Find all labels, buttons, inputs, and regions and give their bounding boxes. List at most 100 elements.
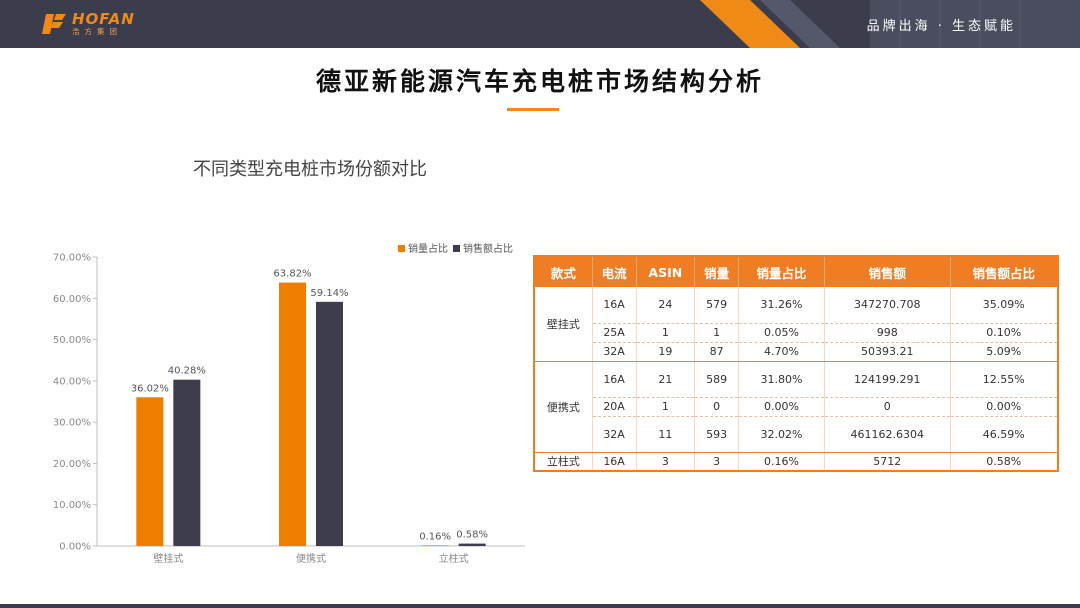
group-cell-pillar: 立柱式 xyxy=(533,452,593,472)
bar-chart: 0.00% 10.00% 20.00% 30.00% 40.00% 50.00% 60.00… xyxy=(53,242,525,565)
table-cell: 50393.21 xyxy=(823,342,951,362)
table-cell: 35.09% xyxy=(949,287,1059,324)
header-current: 电流 xyxy=(591,256,637,287)
table-cell: 124199.291 xyxy=(823,361,951,398)
page-title: 德亚新能源汽车充电桩市场结构分析 xyxy=(315,67,764,96)
table-cell: 16A xyxy=(591,287,637,324)
table-cell: 3 xyxy=(694,452,739,472)
header-revenue-share: 销售额占比 xyxy=(949,256,1059,287)
table-row: 32A 19 87 4.70% 50393.21 5.09% xyxy=(534,342,1059,362)
chart-subtitle: 不同类型充电桩市场份额对比 xyxy=(193,159,427,180)
y-tick-label: 20.00% xyxy=(53,459,91,470)
table-cell: 0 xyxy=(823,397,951,417)
footer-bar xyxy=(0,604,1080,608)
table-cell: 0.10% xyxy=(949,323,1059,343)
header-bar: HOFAN 浩方集团 品牌出海 · 生态赋能 xyxy=(0,0,1080,48)
logo-main-text: HOFAN xyxy=(72,10,135,28)
slogan: 品牌出海 · 生态赋能 xyxy=(866,19,1016,34)
table-row: 便携式 16A 21 589 31.80% 124199.291 12.55% xyxy=(533,361,1059,453)
table-cell: 0.00% xyxy=(738,397,825,417)
table-row: 25A 1 1 0.05% 998 0.10% xyxy=(534,323,1059,343)
y-tick-label: 50.00% xyxy=(53,335,91,346)
y-tick-label: 30.00% xyxy=(53,418,91,429)
table-row: 立柱式 16A 3 3 0.16% 5712 0.58% xyxy=(533,452,1059,472)
y-tick-label: 10.00% xyxy=(53,500,91,511)
table-cell: 87 xyxy=(694,342,739,362)
table-cell: 1 xyxy=(635,397,696,417)
table-cell: 4.70% xyxy=(738,342,825,362)
table-cell: 347270.708 xyxy=(823,287,951,324)
table-cell: 0.16% xyxy=(738,452,825,472)
y-tick-label: 60.00% xyxy=(53,294,91,305)
bar-revenue-share xyxy=(316,301,343,546)
table-cell: 3 xyxy=(635,452,696,472)
header-asin: ASIN xyxy=(635,256,696,287)
table-cell: 32.02% xyxy=(738,416,825,453)
data-table: 款式 电流 ASIN 销量 销量占比 销售额 销售额占比 壁挂式 16A 24 … xyxy=(533,255,1059,472)
table-cell: 5.09% xyxy=(949,342,1059,362)
header-decoration xyxy=(700,0,1080,48)
table-cell: 31.26% xyxy=(738,287,825,324)
table-cell: 998 xyxy=(823,323,951,343)
data-label: 63.82% xyxy=(273,269,311,280)
group-cell-portable: 便携式 xyxy=(533,361,593,453)
table-cell: 5712 xyxy=(823,452,951,472)
data-label: 36.02% xyxy=(131,383,169,394)
table-cell: 12.55% xyxy=(949,361,1059,398)
legend-label: 销售额占比 xyxy=(463,242,513,255)
y-tick-label: 70.00% xyxy=(53,253,91,264)
table-cell: 461162.6304 xyxy=(823,416,951,453)
table-cell: 1 xyxy=(635,323,696,343)
table-cell: 0.05% xyxy=(738,323,825,343)
table-row: 32A 11 593 32.02% 461162.6304 46.59% xyxy=(534,416,1059,453)
data-label: 59.14% xyxy=(310,288,348,299)
table-cell: 21 xyxy=(635,361,696,398)
bar-revenue-share xyxy=(173,379,201,546)
logo-icon xyxy=(42,14,66,34)
header-sales-volume: 销量 xyxy=(694,256,739,287)
data-label: 0.16% xyxy=(419,531,451,542)
legend-swatch xyxy=(453,245,460,252)
table-cell: 20A xyxy=(591,397,637,417)
legend-swatch xyxy=(398,245,405,252)
table-cell: 589 xyxy=(694,361,739,398)
table-cell: 0.00% xyxy=(949,397,1059,417)
table-cell: 1 xyxy=(694,323,739,343)
x-category-label: 便携式 xyxy=(296,552,326,565)
table-row: 壁挂式 16A 24 579 31.26% 347270.708 35.09% xyxy=(533,287,1059,362)
table-cell: 19 xyxy=(635,342,696,362)
y-tick-label: 40.00% xyxy=(53,376,91,387)
company-logo: HOFAN 浩方集团 xyxy=(42,8,135,40)
bar-volume-share xyxy=(421,545,449,546)
y-tick-label: 0.00% xyxy=(59,542,91,553)
table-cell: 46.59% xyxy=(949,416,1059,453)
bar-revenue-share xyxy=(458,543,486,546)
table-cell: 0 xyxy=(694,397,739,417)
table-cell: 16A xyxy=(591,361,637,398)
table-cell: 32A xyxy=(591,342,637,362)
x-category-label: 壁挂式 xyxy=(153,552,183,565)
title-underline xyxy=(507,108,559,111)
header-revenue: 销售额 xyxy=(823,256,951,287)
bar-volume-share xyxy=(279,282,306,546)
header-volume-share: 销量占比 xyxy=(738,256,825,287)
x-category-label: 立柱式 xyxy=(439,552,469,565)
table-cell: 593 xyxy=(694,416,739,453)
header-style: 款式 xyxy=(533,256,593,287)
table-cell: 25A xyxy=(591,323,637,343)
table-header-row: 款式 电流 ASIN 销量 销量占比 销售额 销售额占比 xyxy=(533,256,1059,287)
data-label: 0.58% xyxy=(456,530,488,541)
table-cell: 579 xyxy=(694,287,739,324)
table-cell: 32A xyxy=(591,416,637,453)
table-cell: 0.58% xyxy=(949,452,1059,472)
logo-sub-text: 浩方集团 xyxy=(72,27,122,36)
bar-volume-share xyxy=(136,397,164,546)
data-label: 40.28% xyxy=(168,366,206,377)
table-cell: 11 xyxy=(635,416,696,453)
table-cell: 16A xyxy=(591,452,637,472)
legend-label: 销量占比 xyxy=(408,242,448,255)
table-cell: 24 xyxy=(635,287,696,324)
table-cell: 31.80% xyxy=(738,361,825,398)
group-cell-wall: 壁挂式 xyxy=(533,287,593,362)
table-row: 20A 1 0 0.00% 0 0.00% xyxy=(534,397,1059,417)
